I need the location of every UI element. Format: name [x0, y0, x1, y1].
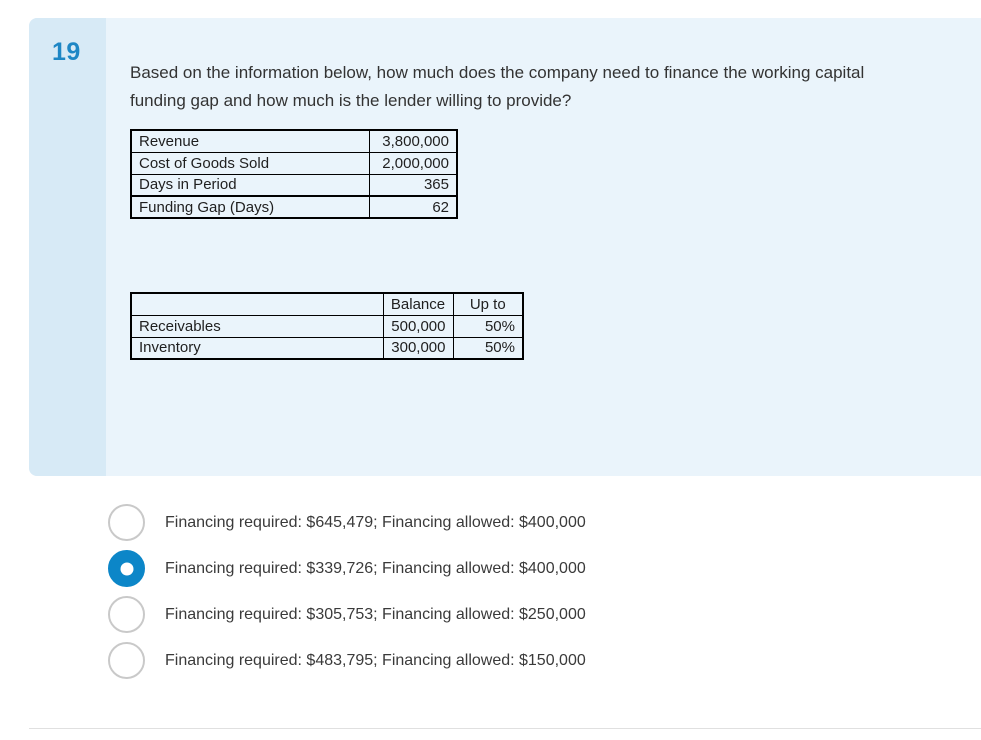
answer-options: Financing required: $645,479; Financing …: [108, 504, 868, 688]
table-row: Inventory 300,000 50%: [130, 336, 524, 360]
radio-button-icon[interactable]: [108, 504, 145, 541]
row-value: 62: [368, 195, 458, 219]
row-value: 365: [368, 173, 458, 197]
row-up-to: 50%: [452, 314, 524, 338]
answer-option-label: Financing required: $645,479; Financing …: [165, 513, 586, 531]
question-number: 19: [52, 38, 81, 66]
financials-table: Revenue 3,800,000 Cost of Goods Sold 2,0…: [130, 129, 458, 219]
answer-option[interactable]: Financing required: $483,795; Financing …: [108, 642, 868, 679]
table-row: Days in Period 365: [130, 173, 458, 197]
radio-button-icon[interactable]: [108, 596, 145, 633]
header-empty: [130, 292, 384, 316]
header-up-to: Up to: [452, 292, 524, 316]
radio-button-icon[interactable]: [108, 642, 145, 679]
answer-option[interactable]: Financing required: $305,753; Financing …: [108, 596, 868, 633]
answer-option[interactable]: Financing required: $645,479; Financing …: [108, 504, 868, 541]
answer-option[interactable]: Financing required: $339,726; Financing …: [108, 550, 868, 587]
row-value: 3,800,000: [368, 129, 458, 153]
question-text: Based on the information below, how much…: [130, 59, 970, 115]
row-value: 2,000,000: [368, 151, 458, 175]
row-label: Days in Period: [130, 173, 370, 197]
row-label: Funding Gap (Days): [130, 195, 370, 219]
table-row: Receivables 500,000 50%: [130, 314, 524, 338]
row-label: Cost of Goods Sold: [130, 151, 370, 175]
question-number-strip: 19: [29, 18, 106, 476]
collateral-table: Balance Up to Receivables 500,000 50% In…: [130, 292, 524, 360]
question-panel: 19 Based on the information below, how m…: [29, 18, 981, 476]
answer-option-label: Financing required: $483,795; Financing …: [165, 651, 586, 669]
answer-option-label: Financing required: $305,753; Financing …: [165, 605, 586, 623]
row-balance: 300,000: [382, 336, 454, 360]
row-label: Receivables: [130, 314, 384, 338]
row-label: Revenue: [130, 129, 370, 153]
question-text-line: funding gap and how much is the lender w…: [130, 91, 572, 110]
radio-button-icon[interactable]: [108, 550, 145, 587]
answer-option-label: Financing required: $339,726; Financing …: [165, 559, 586, 577]
table-row: Revenue 3,800,000: [130, 129, 458, 153]
row-balance: 500,000: [382, 314, 454, 338]
row-up-to: 50%: [452, 336, 524, 360]
header-balance: Balance: [382, 292, 454, 316]
table-row: Funding Gap (Days) 62: [130, 195, 458, 219]
table-header-row: Balance Up to: [130, 292, 524, 316]
table-row: Cost of Goods Sold 2,000,000: [130, 151, 458, 175]
row-label: Inventory: [130, 336, 384, 360]
bottom-divider: [29, 728, 981, 729]
question-text-line: Based on the information below, how much…: [130, 63, 865, 82]
